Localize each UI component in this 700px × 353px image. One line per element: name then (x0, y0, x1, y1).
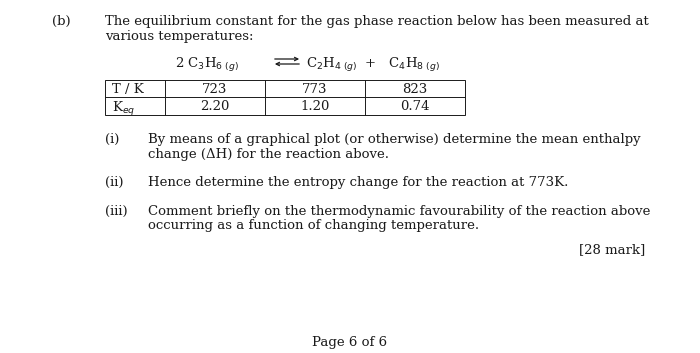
Text: 823: 823 (402, 83, 428, 96)
Text: 723: 723 (202, 83, 228, 96)
Text: Hence determine the entropy change for the reaction at 773K.: Hence determine the entropy change for t… (148, 176, 568, 189)
Text: (b): (b) (52, 15, 71, 28)
Text: Page 6 of 6: Page 6 of 6 (312, 336, 388, 349)
Text: 2.20: 2.20 (200, 101, 230, 114)
Text: By means of a graphical plot (or otherwise) determine the mean enthalpy: By means of a graphical plot (or otherwi… (148, 133, 640, 146)
Text: 1.20: 1.20 (300, 101, 330, 114)
Text: Comment briefly on the thermodynamic favourability of the reaction above: Comment briefly on the thermodynamic fav… (148, 204, 650, 217)
Text: [28 mark]: [28 mark] (579, 244, 645, 257)
Text: C$_2$H$_{4\ (g)}$  +   C$_4$H$_{8\ (g)}$: C$_2$H$_{4\ (g)}$ + C$_4$H$_{8\ (g)}$ (306, 56, 440, 74)
Text: (i): (i) (105, 133, 120, 146)
Text: (ii): (ii) (105, 176, 123, 189)
Text: 2 C$_3$H$_{6\ (g)}$: 2 C$_3$H$_{6\ (g)}$ (175, 56, 239, 74)
Text: The equilibrium constant for the gas phase reaction below has been measured at: The equilibrium constant for the gas pha… (105, 15, 649, 28)
Text: occurring as a function of changing temperature.: occurring as a function of changing temp… (148, 219, 479, 232)
Text: T / K: T / K (112, 83, 144, 96)
Text: 0.74: 0.74 (400, 101, 430, 114)
Bar (105, 80, 465, 115)
Text: change (ΔH) for the reaction above.: change (ΔH) for the reaction above. (148, 148, 389, 161)
Text: K$_{eq}$: K$_{eq}$ (112, 101, 135, 119)
Text: various temperatures:: various temperatures: (105, 30, 253, 43)
Text: (iii): (iii) (105, 204, 127, 217)
Text: 773: 773 (302, 83, 328, 96)
